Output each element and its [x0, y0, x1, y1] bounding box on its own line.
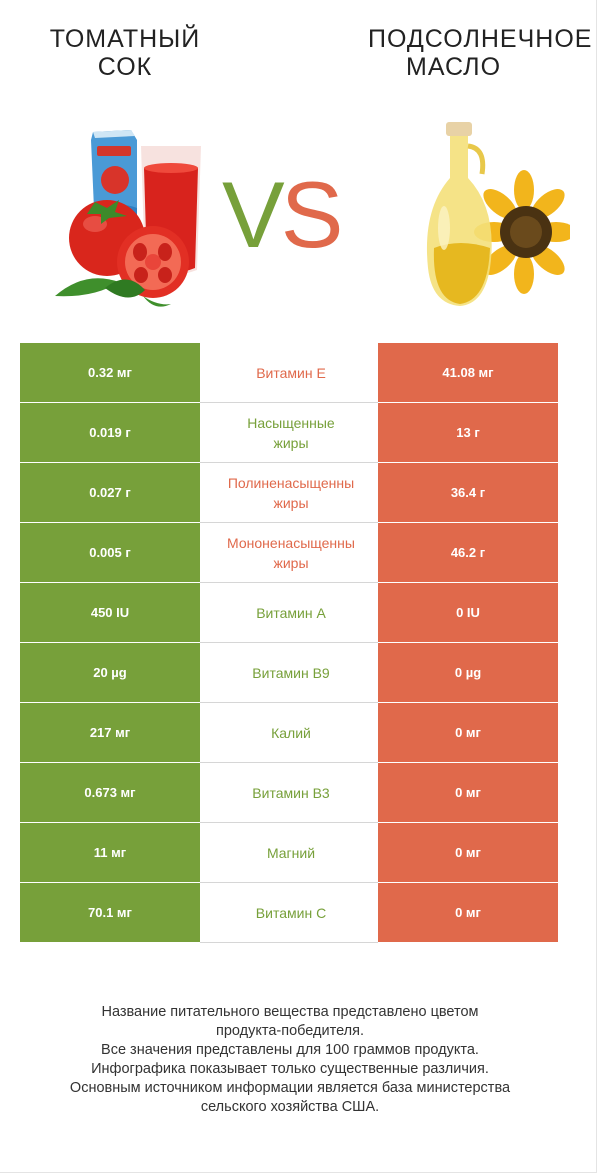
footnote-line1: Название питательного вещества представл… [101, 1004, 479, 1020]
left-value: 450 IU [20, 583, 200, 643]
right-value: 41.08 мг [378, 343, 558, 403]
nutrient-label: Витамин A [200, 583, 378, 643]
footnote-line5: Основным источником информации является … [69, 1080, 511, 1096]
table-row: 450 IU Витамин A 0 IU [20, 583, 558, 643]
nutrient-label-line1: Магний [266, 844, 316, 861]
right-value: 0 IU [378, 583, 558, 643]
nutrient-label-line1: Полиненасыщенны [227, 474, 355, 491]
nutrient-label: Витамин E [200, 343, 378, 403]
nutrient-label-line1: Витамин E [256, 364, 326, 381]
right-value: 0 µg [378, 643, 558, 703]
tomato-juice-illustration [55, 130, 201, 307]
left-value: 0.005 г [20, 523, 200, 583]
vs-letter-s: S [280, 162, 344, 267]
left-value: 0.673 мг [20, 763, 200, 823]
nutrient-label: Мононенасыщенны жиры [200, 523, 378, 583]
sunflower-oil-illustration [426, 122, 570, 306]
left-value: 217 мг [20, 703, 200, 763]
nutrient-label-line2: жиры [273, 434, 309, 451]
table-row: 20 µg Витамин B9 0 µg [20, 643, 558, 703]
nutrient-label-line1: Витамин A [256, 604, 326, 621]
right-product-title: ПОДСОЛНЕЧНОЕ МАСЛО [368, 25, 598, 81]
left-title-line2: СОК [97, 53, 153, 81]
left-value: 70.1 мг [20, 883, 200, 943]
footnote-line3: Все значения представлены для 100 граммо… [101, 1042, 479, 1058]
table-row: 0.005 г Мононенасыщенны жиры 46.2 г [20, 523, 558, 583]
right-value: 0 мг [378, 703, 558, 763]
nutrient-label-line1: Витамин C [255, 904, 327, 921]
right-title-line1: ПОДСОЛНЕЧНОЕ [368, 25, 593, 53]
nutrient-comparison-table: 0.32 мг Витамин E 41.08 мг 0.019 г Насыщенны… [20, 343, 558, 943]
nutrient-label: Калий [200, 703, 378, 763]
footnote: Название питательного вещества представл… [20, 1003, 560, 1117]
vs-label: VS [222, 160, 344, 270]
footnote-line4: Инфографика показывает только существенн… [91, 1061, 489, 1077]
table-row: 11 мг Магний 0 мг [20, 823, 558, 883]
nutrient-label: Насыщенные жиры [200, 403, 378, 463]
left-product-title: ТОМАТНЫЙ СОК [20, 25, 230, 81]
table-row: 217 мг Калий 0 мг [20, 703, 558, 763]
left-value: 0.027 г [20, 463, 200, 523]
nutrient-label-line1: Калий [271, 724, 311, 741]
right-value: 46.2 г [378, 523, 558, 583]
nutrient-label-line1: Мононенасыщенны [227, 534, 355, 551]
nutrient-label: Полиненасыщенны жиры [200, 463, 378, 523]
footnote-line2: продукта-победителя. [215, 1023, 365, 1039]
right-value: 13 г [378, 403, 558, 463]
table-row: 0.32 мг Витамин E 41.08 мг [20, 343, 558, 403]
table-row: 0.027 г Полиненасыщенны жиры 36.4 г [20, 463, 558, 523]
table-row: 0.019 г Насыщенные жиры 13 г [20, 403, 558, 463]
nutrient-label-line1: Витамин B3 [252, 784, 330, 801]
vs-letter-v: V [222, 162, 285, 267]
nutrient-label-line1: Насыщенные [247, 414, 335, 431]
left-value: 20 µg [20, 643, 200, 703]
right-value: 36.4 г [378, 463, 558, 523]
nutrient-label: Витамин B3 [200, 763, 378, 823]
table-row: 70.1 мг Витамин C 0 мг [20, 883, 558, 943]
left-title-line1: ТОМАТНЫЙ [49, 25, 201, 53]
right-value: 0 мг [378, 883, 558, 943]
nutrient-label-line1: Витамин B9 [252, 664, 330, 681]
table-row: 0.673 мг Витамин B3 0 мг [20, 763, 558, 823]
nutrient-label: Витамин C [200, 883, 378, 943]
left-value: 11 мг [20, 823, 200, 883]
footnote-line6: сельского хозяйства США. [200, 1099, 380, 1115]
nutrient-label: Витамин B9 [200, 643, 378, 703]
right-value: 0 мг [378, 763, 558, 823]
nutrient-label-line2: жиры [273, 554, 309, 571]
left-value: 0.019 г [20, 403, 200, 463]
right-title-line2: МАСЛО [406, 53, 502, 81]
nutrient-label-line2: жиры [273, 494, 309, 511]
left-value: 0.32 мг [20, 343, 200, 403]
nutrient-label: Магний [200, 823, 378, 883]
right-value: 0 мг [378, 823, 558, 883]
